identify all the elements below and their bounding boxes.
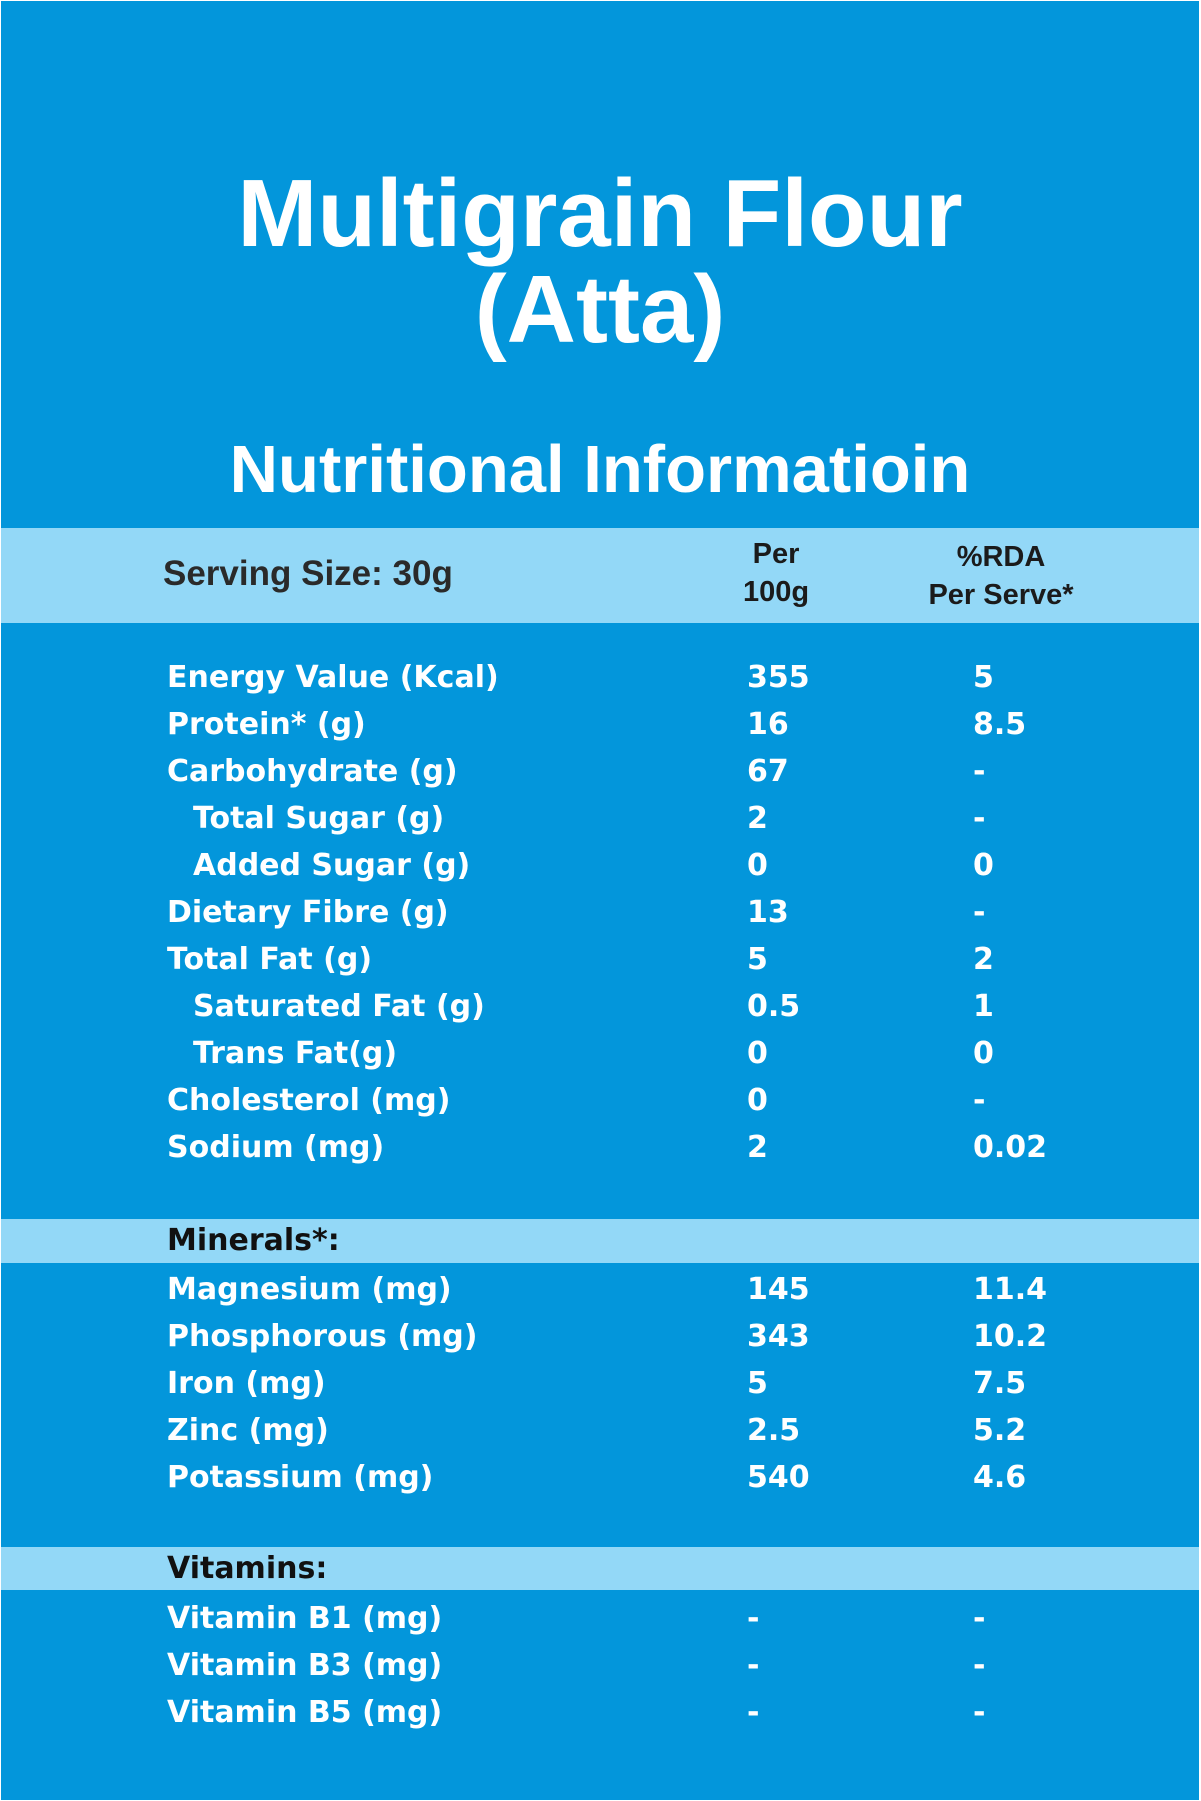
mineral-row-iron: Iron (mg) 5 7.5 xyxy=(1,1360,1199,1407)
vitamins-band xyxy=(1,1547,1199,1590)
nutrient-row-total-fat: Total Fat (g) 5 2 xyxy=(1,936,1199,983)
mineral-rda: 4.6 xyxy=(973,1460,1027,1495)
column-header-per-100g: Per 100g xyxy=(711,535,841,611)
nutrient-label: Energy Value (Kcal) xyxy=(167,660,499,695)
vitamin-per-100g: - xyxy=(747,1601,760,1636)
nutrient-label: Dietary Fibre (g) xyxy=(167,895,449,930)
nutrient-per-100g: 0 xyxy=(747,848,768,883)
mineral-rda: 11.4 xyxy=(973,1272,1048,1307)
nutrient-rda: - xyxy=(973,801,986,836)
mineral-per-100g: 343 xyxy=(747,1319,810,1354)
nutrient-rda: 0 xyxy=(973,848,994,883)
mineral-label: Phosphorous (mg) xyxy=(167,1319,478,1354)
vitamin-label: Vitamin B3 (mg) xyxy=(167,1648,443,1683)
nutrient-label: Protein* (g) xyxy=(167,707,366,742)
column-header-rda-line1: %RDA xyxy=(956,541,1046,573)
mineral-label: Magnesium (mg) xyxy=(167,1272,452,1307)
nutrient-label: Total Sugar (g) xyxy=(193,801,445,836)
nutrient-label: Cholesterol (mg) xyxy=(167,1083,451,1118)
mineral-row-zinc: Zinc (mg) 2.5 5.2 xyxy=(1,1407,1199,1454)
serving-size: Serving Size: 30g xyxy=(163,554,453,593)
nutrient-label: Carbohydrate (g) xyxy=(167,754,458,789)
minerals-band xyxy=(1,1219,1199,1263)
nutrient-per-100g: 2 xyxy=(747,1130,768,1165)
vitamin-per-100g: - xyxy=(747,1695,760,1730)
nutrient-row-sodium: Sodium (mg) 2 0.02 xyxy=(1,1124,1199,1171)
mineral-per-100g: 145 xyxy=(747,1272,810,1307)
vitamin-rda: - xyxy=(973,1601,986,1636)
nutrient-row-dietary-fibre: Dietary Fibre (g) 13 - xyxy=(1,889,1199,936)
nutrient-row-protein: Protein* (g) 16 8.5 xyxy=(1,701,1199,748)
section-title: Nutritional Informatioin xyxy=(229,432,971,507)
column-header-per-line2: 100g xyxy=(742,576,810,608)
product-title: Multigrain Flour (Atta) xyxy=(1,166,1199,358)
nutrient-row-carbohydrate: Carbohydrate (g) 67 - xyxy=(1,748,1199,795)
mineral-per-100g: 540 xyxy=(747,1460,810,1495)
product-title-line1: Multigrain Flour xyxy=(237,160,963,267)
mineral-label: Zinc (mg) xyxy=(167,1413,329,1448)
nutrient-per-100g: 0 xyxy=(747,1083,768,1118)
nutrient-rda: 0 xyxy=(973,1036,994,1071)
vitamin-rda: - xyxy=(973,1648,986,1683)
vitamin-label: Vitamin B5 (mg) xyxy=(167,1695,443,1730)
vitamin-rda: - xyxy=(973,1695,986,1730)
nutrient-per-100g: 16 xyxy=(747,707,789,742)
nutrient-rda: 8.5 xyxy=(973,707,1027,742)
nutrient-rda: - xyxy=(973,895,986,930)
nutrient-row-saturated-fat: Saturated Fat (g) 0.5 1 xyxy=(1,983,1199,1030)
nutrient-row-trans-fat: Trans Fat(g) 0 0 xyxy=(1,1030,1199,1077)
mineral-per-100g: 2.5 xyxy=(747,1413,801,1448)
nutrient-per-100g: 355 xyxy=(747,660,810,695)
vitamin-label: Vitamin B1 (mg) xyxy=(167,1601,443,1636)
vitamin-row-b1: Vitamin B1 (mg) - - xyxy=(1,1595,1199,1642)
mineral-label: Iron (mg) xyxy=(167,1366,326,1401)
nutrient-label: Trans Fat(g) xyxy=(193,1036,398,1071)
nutrient-per-100g: 0 xyxy=(747,1036,768,1071)
nutrient-per-100g: 67 xyxy=(747,754,789,789)
minerals-heading: Minerals*: xyxy=(167,1223,340,1258)
mineral-rda: 7.5 xyxy=(973,1366,1027,1401)
mineral-row-phosphorous: Phosphorous (mg) 343 10.2 xyxy=(1,1313,1199,1360)
column-header-rda: %RDA Per Serve* xyxy=(901,538,1101,614)
mineral-label: Potassium (mg) xyxy=(167,1460,434,1495)
mineral-rda: 5.2 xyxy=(973,1413,1027,1448)
column-header-per-line1: Per xyxy=(752,538,800,570)
nutrient-label: Total Fat (g) xyxy=(167,942,373,977)
nutrient-rda: - xyxy=(973,1083,986,1118)
nutrient-rda: 0.02 xyxy=(973,1130,1048,1165)
product-title-line2: (Atta) xyxy=(474,256,726,363)
nutrient-label: Sodium (mg) xyxy=(167,1130,385,1165)
nutrient-rda: - xyxy=(973,754,986,789)
nutrient-row-cholesterol: Cholesterol (mg) 0 - xyxy=(1,1077,1199,1124)
nutrient-per-100g: 0.5 xyxy=(747,989,801,1024)
mineral-row-potassium: Potassium (mg) 540 4.6 xyxy=(1,1454,1199,1501)
nutrient-rda: 5 xyxy=(973,660,994,695)
nutrient-rda: 2 xyxy=(973,942,994,977)
table-header-band xyxy=(1,528,1199,623)
vitamin-row-b3: Vitamin B3 (mg) - - xyxy=(1,1642,1199,1689)
nutrient-label: Added Sugar (g) xyxy=(193,848,471,883)
nutrient-rda: 1 xyxy=(973,989,994,1024)
vitamin-row-b5: Vitamin B5 (mg) - - xyxy=(1,1689,1199,1736)
nutrient-per-100g: 5 xyxy=(747,942,768,977)
vitamins-heading: Vitamins: xyxy=(167,1551,328,1586)
nutrient-per-100g: 2 xyxy=(747,801,768,836)
mineral-rda: 10.2 xyxy=(973,1319,1048,1354)
column-header-rda-line2: Per Serve* xyxy=(928,579,1074,611)
nutrient-row-added-sugar: Added Sugar (g) 0 0 xyxy=(1,842,1199,889)
nutrient-row-energy: Energy Value (Kcal) 355 5 xyxy=(1,654,1199,701)
nutrient-per-100g: 13 xyxy=(747,895,789,930)
vitamin-per-100g: - xyxy=(747,1648,760,1683)
nutrient-row-total-sugar: Total Sugar (g) 2 - xyxy=(1,795,1199,842)
mineral-row-magnesium: Magnesium (mg) 145 11.4 xyxy=(1,1266,1199,1313)
mineral-per-100g: 5 xyxy=(747,1366,768,1401)
nutrient-label: Saturated Fat (g) xyxy=(193,989,485,1024)
